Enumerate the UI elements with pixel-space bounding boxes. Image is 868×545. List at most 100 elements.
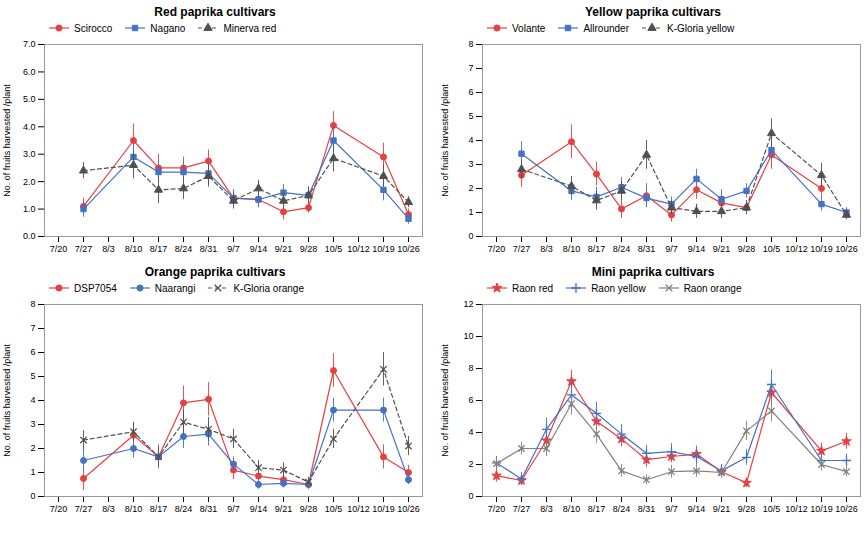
svg-text:10/26: 10/26	[835, 244, 858, 254]
svg-text:7/27: 7/27	[513, 504, 531, 514]
svg-text:10/19: 10/19	[810, 504, 833, 514]
svg-text:8/24: 8/24	[613, 504, 631, 514]
svg-text:9/21: 9/21	[713, 504, 731, 514]
svg-text:8/3: 8/3	[540, 504, 553, 514]
svg-text:6: 6	[30, 347, 35, 357]
svg-text:1.0: 1.0	[23, 204, 36, 214]
svg-text:9/28: 9/28	[300, 244, 318, 254]
svg-text:No. of fruits harvested /plant: No. of fruits harvested /plant	[440, 84, 450, 197]
svg-text:9/7: 9/7	[665, 244, 678, 254]
svg-text:8/24: 8/24	[175, 244, 193, 254]
html-text:Orange paprika cultivars: Orange paprika cultivars	[144, 265, 286, 279]
svg-text:8: 8	[468, 363, 473, 373]
svg-text:10/26: 10/26	[397, 504, 420, 514]
svg-text:5: 5	[468, 111, 473, 121]
svg-text:2: 2	[468, 459, 473, 469]
svg-text:1: 1	[468, 207, 473, 217]
svg-text:7/27: 7/27	[75, 244, 93, 254]
svg-text:8/24: 8/24	[613, 244, 631, 254]
svg-text:10/19: 10/19	[372, 504, 395, 514]
svg-text:2.0: 2.0	[23, 177, 36, 187]
svg-text:8/3: 8/3	[540, 244, 553, 254]
svg-text:9/21: 9/21	[275, 504, 293, 514]
svg-text:9/21: 9/21	[713, 244, 731, 254]
svg-text:2: 2	[468, 183, 473, 193]
svg-text:4: 4	[468, 135, 473, 145]
svg-text:0: 0	[468, 491, 473, 501]
svg-text:10/5: 10/5	[325, 504, 343, 514]
svg-text:8/10: 8/10	[563, 504, 581, 514]
svg-text:3.0: 3.0	[23, 149, 36, 159]
svg-text:7/27: 7/27	[75, 504, 93, 514]
svg-text:No. of fruits harvested /plant: No. of fruits harvested /plant	[440, 344, 450, 457]
svg-text:3: 3	[30, 419, 35, 429]
svg-text:10: 10	[463, 331, 473, 341]
svg-text:10/19: 10/19	[372, 244, 395, 254]
svg-text:12: 12	[463, 299, 473, 309]
svg-text:7.0: 7.0	[23, 39, 36, 49]
svg-text:4: 4	[468, 427, 473, 437]
svg-text:9/7: 9/7	[227, 244, 240, 254]
svg-text:10/26: 10/26	[835, 504, 858, 514]
svg-text:8/17: 8/17	[588, 504, 606, 514]
svg-text:7: 7	[30, 323, 35, 333]
svg-text:10/12: 10/12	[347, 244, 370, 254]
svg-text:10/12: 10/12	[347, 504, 370, 514]
svg-text:7/27: 7/27	[513, 244, 531, 254]
svg-text:6: 6	[468, 87, 473, 97]
svg-text:5.0: 5.0	[23, 94, 36, 104]
svg-text:6: 6	[468, 395, 473, 405]
svg-text:4.0: 4.0	[23, 122, 36, 132]
svg-text:10/12: 10/12	[785, 504, 808, 514]
svg-text:8/10: 8/10	[125, 244, 143, 254]
svg-text:7/20: 7/20	[50, 244, 68, 254]
svg-text:9/14: 9/14	[250, 244, 268, 254]
svg-text:1: 1	[30, 467, 35, 477]
svg-text:9/14: 9/14	[688, 504, 706, 514]
svg-text:9/28: 9/28	[300, 504, 318, 514]
svg-text:0.0: 0.0	[23, 231, 36, 241]
svg-text:9/14: 9/14	[688, 244, 706, 254]
svg-text:No. of fruits harvested /plant: No. of fruits harvested /plant	[2, 84, 12, 197]
svg-text:8/3: 8/3	[102, 244, 115, 254]
svg-text:8/31: 8/31	[200, 244, 218, 254]
svg-text:7/20: 7/20	[488, 504, 506, 514]
svg-text:4: 4	[30, 395, 35, 405]
svg-text:10/5: 10/5	[763, 504, 781, 514]
html-text:Red paprika cultivars: Red paprika cultivars	[154, 5, 276, 19]
svg-text:5: 5	[30, 371, 35, 381]
svg-text:3: 3	[468, 159, 473, 169]
svg-text:8: 8	[30, 299, 35, 309]
svg-text:10/19: 10/19	[810, 244, 833, 254]
html-text:Yellow paprika cultivars: Yellow paprika cultivars	[585, 5, 721, 19]
svg-text:9/14: 9/14	[250, 504, 268, 514]
svg-text:8/3: 8/3	[102, 504, 115, 514]
svg-text:2: 2	[30, 443, 35, 453]
svg-text:9/28: 9/28	[738, 504, 756, 514]
svg-text:8/17: 8/17	[150, 244, 168, 254]
svg-text:6.0: 6.0	[23, 67, 36, 77]
svg-text:10/12: 10/12	[785, 244, 808, 254]
svg-text:9/7: 9/7	[227, 504, 240, 514]
svg-text:9/7: 9/7	[665, 504, 678, 514]
svg-text:8: 8	[468, 39, 473, 49]
svg-text:8/10: 8/10	[125, 504, 143, 514]
svg-text:7/20: 7/20	[50, 504, 68, 514]
svg-text:0: 0	[30, 491, 35, 501]
svg-text:8/24: 8/24	[175, 504, 193, 514]
svg-text:10/5: 10/5	[325, 244, 343, 254]
svg-text:8/17: 8/17	[150, 504, 168, 514]
svg-text:9/21: 9/21	[275, 244, 293, 254]
svg-text:7: 7	[468, 63, 473, 73]
svg-text:No. of fruits harvested /plant: No. of fruits harvested /plant	[2, 344, 12, 457]
svg-text:10/26: 10/26	[397, 244, 420, 254]
svg-text:9/28: 9/28	[738, 244, 756, 254]
svg-text:8/31: 8/31	[638, 504, 656, 514]
svg-text:8/17: 8/17	[588, 244, 606, 254]
svg-text:0: 0	[468, 231, 473, 241]
svg-text:8/31: 8/31	[638, 244, 656, 254]
svg-text:8/10: 8/10	[563, 244, 581, 254]
svg-text:7/20: 7/20	[488, 244, 506, 254]
svg-text:8/31: 8/31	[200, 504, 218, 514]
svg-text:10/5: 10/5	[763, 244, 781, 254]
